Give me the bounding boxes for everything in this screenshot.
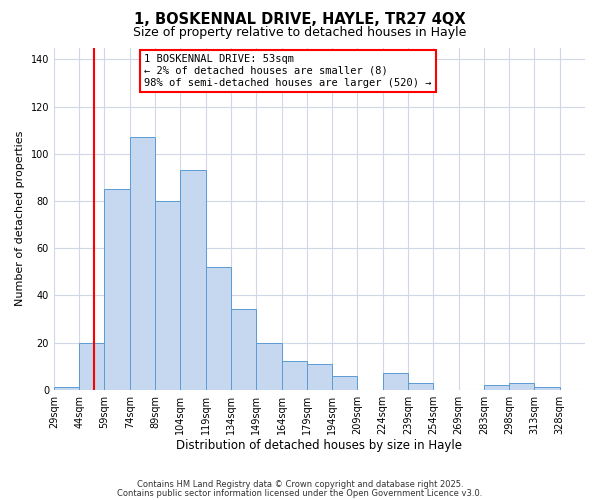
Bar (281, 362, 307, 390)
Bar (383, 373, 408, 390)
Bar (231, 310, 256, 390)
Text: 1 BOSKENNAL DRIVE: 53sqm
← 2% of detached houses are smaller (8)
98% of semi-det: 1 BOSKENNAL DRIVE: 53sqm ← 2% of detache… (144, 54, 432, 88)
Text: 1, BOSKENNAL DRIVE, HAYLE, TR27 4QX: 1, BOSKENNAL DRIVE, HAYLE, TR27 4QX (134, 12, 466, 28)
Bar (484, 385, 509, 390)
X-axis label: Distribution of detached houses by size in Hayle: Distribution of detached houses by size … (176, 440, 463, 452)
Y-axis label: Number of detached properties: Number of detached properties (15, 131, 25, 306)
Text: Contains public sector information licensed under the Open Government Licence v3: Contains public sector information licen… (118, 488, 482, 498)
Text: Contains HM Land Registry data © Crown copyright and database right 2025.: Contains HM Land Registry data © Crown c… (137, 480, 463, 489)
Bar (130, 137, 155, 390)
Bar (181, 170, 206, 390)
Bar (535, 388, 560, 390)
Bar (54, 388, 79, 390)
Bar (79, 342, 104, 390)
Bar (408, 382, 433, 390)
Bar (256, 342, 281, 390)
Bar (509, 382, 535, 390)
Bar (104, 189, 130, 390)
Bar (206, 267, 231, 390)
Bar (307, 364, 332, 390)
Bar (332, 376, 358, 390)
Bar (155, 201, 181, 390)
Text: Size of property relative to detached houses in Hayle: Size of property relative to detached ho… (133, 26, 467, 39)
